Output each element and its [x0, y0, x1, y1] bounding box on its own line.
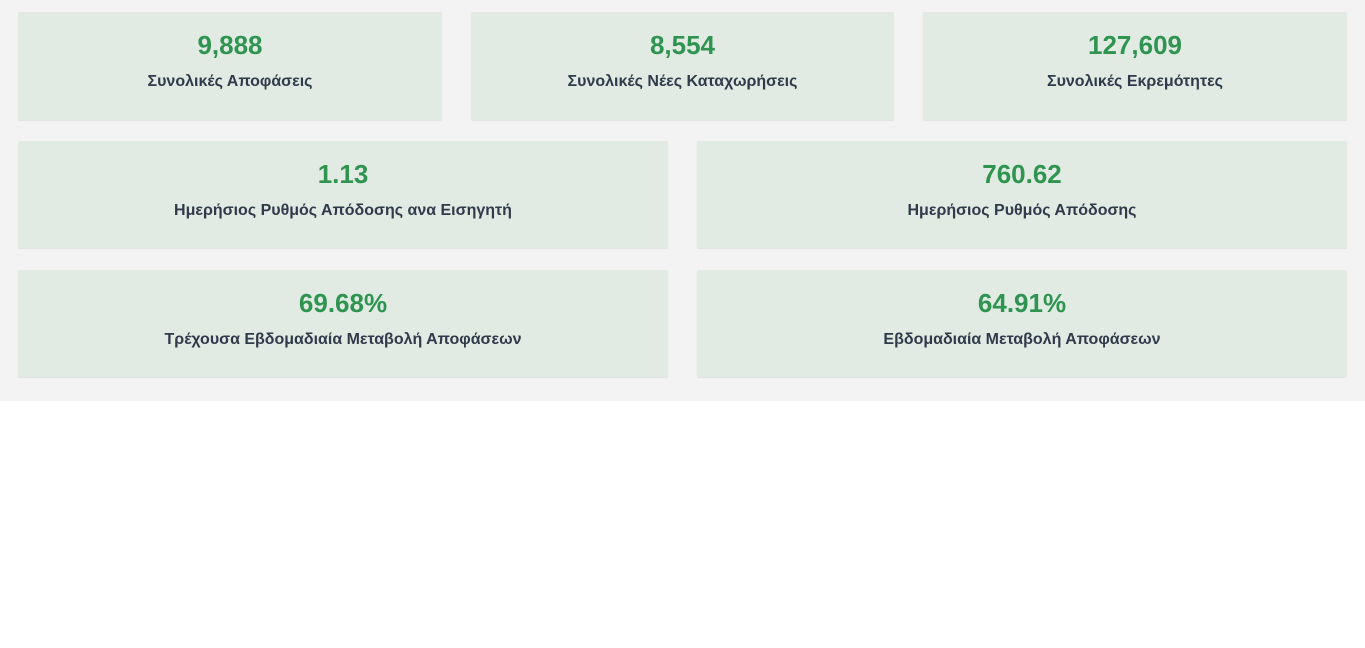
stat-card-total-pending: 127,609 Συνολικές Εκρεμότητες: [923, 12, 1347, 120]
stat-value: 64.91%: [977, 288, 1067, 318]
stat-card-daily-rate-per-rapporteur: 1.13 Ημερήσιος Ρυθμός Απόδοσης ανα Εισηγ…: [18, 141, 668, 248]
stat-value: 1.13: [317, 159, 369, 189]
stat-label: Εβδομαδιαία Μεταβολή Αποφάσεων: [883, 331, 1161, 348]
stat-label: Συνολικές Νέες Καταχωρήσεις: [567, 73, 798, 90]
stat-label: Ημερήσιος Ρυθμός Απόδοσης ανα Εισηγητή: [174, 202, 512, 219]
stat-value: 69.68%: [298, 288, 388, 318]
stat-card-current-weekly-change: 69.68% Τρέχουσα Εβδομαδιαία Μεταβολή Απο…: [18, 270, 668, 377]
stat-label: Ημερήσιος Ρυθμός Απόδοσης: [907, 202, 1137, 219]
stats-dashboard: 9,888 Συνολικές Αποφάσεις 8,554 Συνολικέ…: [0, 0, 1365, 401]
stat-label: Συνολικές Αποφάσεις: [147, 73, 313, 90]
stat-card-daily-rate: 760.62 Ημερήσιος Ρυθμός Απόδοσης: [697, 141, 1347, 248]
stat-value: 8,554: [649, 30, 716, 60]
stat-label: Συνολικές Εκρεμότητες: [1046, 73, 1223, 90]
stat-value: 9,888: [197, 30, 263, 60]
stat-card-total-decisions: 9,888 Συνολικές Αποφάσεις: [18, 12, 442, 120]
stat-card-total-new-entries: 8,554 Συνολικές Νέες Καταχωρήσεις: [471, 12, 894, 120]
stat-label: Τρέχουσα Εβδομαδιαία Μεταβολή Αποφάσεων: [164, 331, 522, 348]
stat-card-weekly-change: 64.91% Εβδομαδιαία Μεταβολή Αποφάσεων: [697, 270, 1347, 377]
stat-value: 760.62: [982, 159, 1062, 189]
stat-value: 127,609: [1088, 30, 1182, 60]
